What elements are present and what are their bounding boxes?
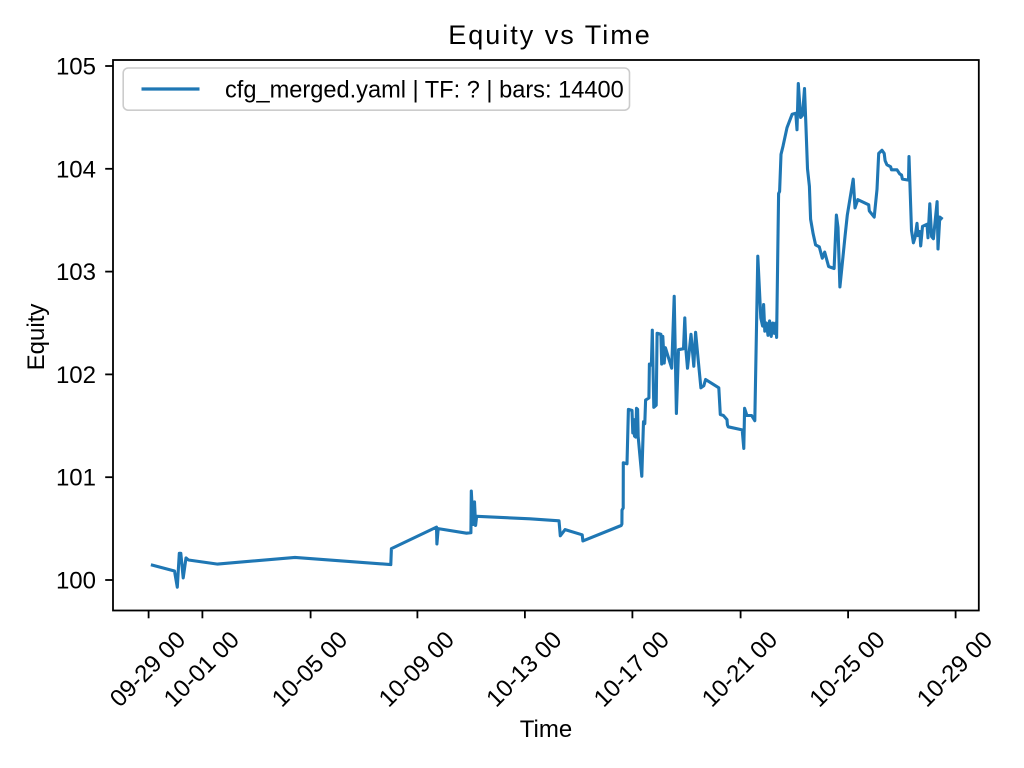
- svg-text:Equity: Equity: [23, 304, 50, 371]
- svg-text:Time: Time: [520, 716, 572, 743]
- svg-text:Equity vs Time: Equity vs Time: [448, 20, 652, 50]
- svg-text:105: 105: [56, 54, 96, 81]
- svg-text:101: 101: [56, 465, 96, 492]
- svg-text:104: 104: [56, 156, 96, 183]
- svg-text:103: 103: [56, 259, 96, 286]
- svg-text:cfg_merged.yaml | TF: ? | bars: cfg_merged.yaml | TF: ? | bars: 14400: [225, 77, 624, 103]
- svg-text:100: 100: [56, 568, 96, 595]
- svg-text:102: 102: [56, 362, 96, 389]
